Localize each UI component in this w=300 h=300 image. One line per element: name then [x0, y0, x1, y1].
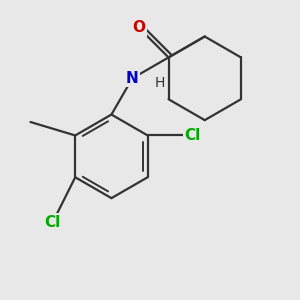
Text: H: H: [155, 76, 165, 90]
Text: Cl: Cl: [184, 128, 201, 143]
Text: N: N: [126, 71, 139, 86]
Text: O: O: [133, 20, 146, 35]
Text: Cl: Cl: [45, 214, 61, 230]
